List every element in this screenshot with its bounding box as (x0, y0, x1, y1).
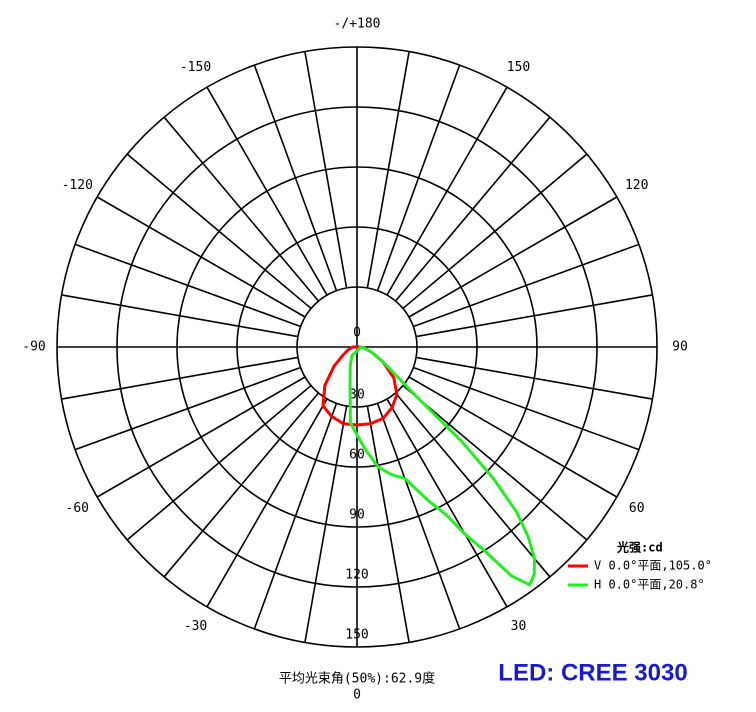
grid-spoke (366, 51, 410, 289)
grid-spoke (402, 384, 588, 541)
x-tick-label: 150 (507, 60, 530, 75)
grid-spoke (61, 356, 299, 400)
grid-spoke (253, 64, 338, 291)
grid-spoke (394, 392, 551, 578)
grid-spoke (402, 153, 588, 310)
grid-spoke (253, 403, 338, 630)
annotation: LED: CREE 3030 (498, 659, 687, 686)
grid-spoke (163, 116, 320, 302)
grid-spoke (413, 243, 640, 328)
grid-spoke (408, 196, 618, 318)
x-tick-label: 30 (511, 619, 527, 634)
x-tick-label: 90 (672, 340, 688, 355)
grid-spoke (206, 86, 328, 296)
legend-title: 光强:cd (616, 540, 663, 555)
grid-spoke (394, 116, 551, 302)
series-line (321, 345, 399, 427)
chart-subtitle: 平均光束角(50%):62.9度 (279, 671, 435, 687)
grid-spoke (376, 403, 461, 630)
grid-spoke (163, 392, 320, 578)
grid-spoke (386, 398, 508, 608)
grid-spoke (206, 398, 328, 608)
grid-spoke (415, 356, 653, 400)
grid-spoke (366, 405, 410, 643)
grid-spoke (61, 294, 299, 338)
grid-spoke (96, 196, 306, 318)
x-tick-label: -60 (66, 501, 89, 516)
x-tick-label: -/+180 (334, 17, 381, 32)
grid-spoke (386, 86, 508, 296)
x-tick-label: 0 (353, 688, 361, 703)
grid-spoke (376, 64, 461, 291)
grid-spoke (413, 366, 640, 451)
grid-spoke (304, 405, 348, 643)
x-tick-label: 60 (629, 501, 645, 516)
series-line (348, 345, 536, 587)
x-tick-label: -150 (180, 60, 211, 75)
grid-spoke (74, 366, 301, 451)
grid-spoke (96, 376, 306, 498)
x-tick-label: -90 (22, 340, 45, 355)
grid-spoke (74, 243, 301, 328)
legend-label: V 0.0°平面,105.0° (594, 559, 712, 573)
grid-spoke (304, 51, 348, 289)
grid-spoke (126, 384, 312, 541)
grid-spoke (126, 153, 312, 310)
legend-label: H 0.0°平面,20.8° (594, 578, 705, 592)
x-tick-label: 120 (625, 178, 648, 193)
grid-spoke (415, 294, 653, 338)
x-tick-label: -30 (184, 619, 207, 634)
grid-spoke (408, 376, 618, 498)
x-tick-label: -120 (62, 178, 93, 193)
